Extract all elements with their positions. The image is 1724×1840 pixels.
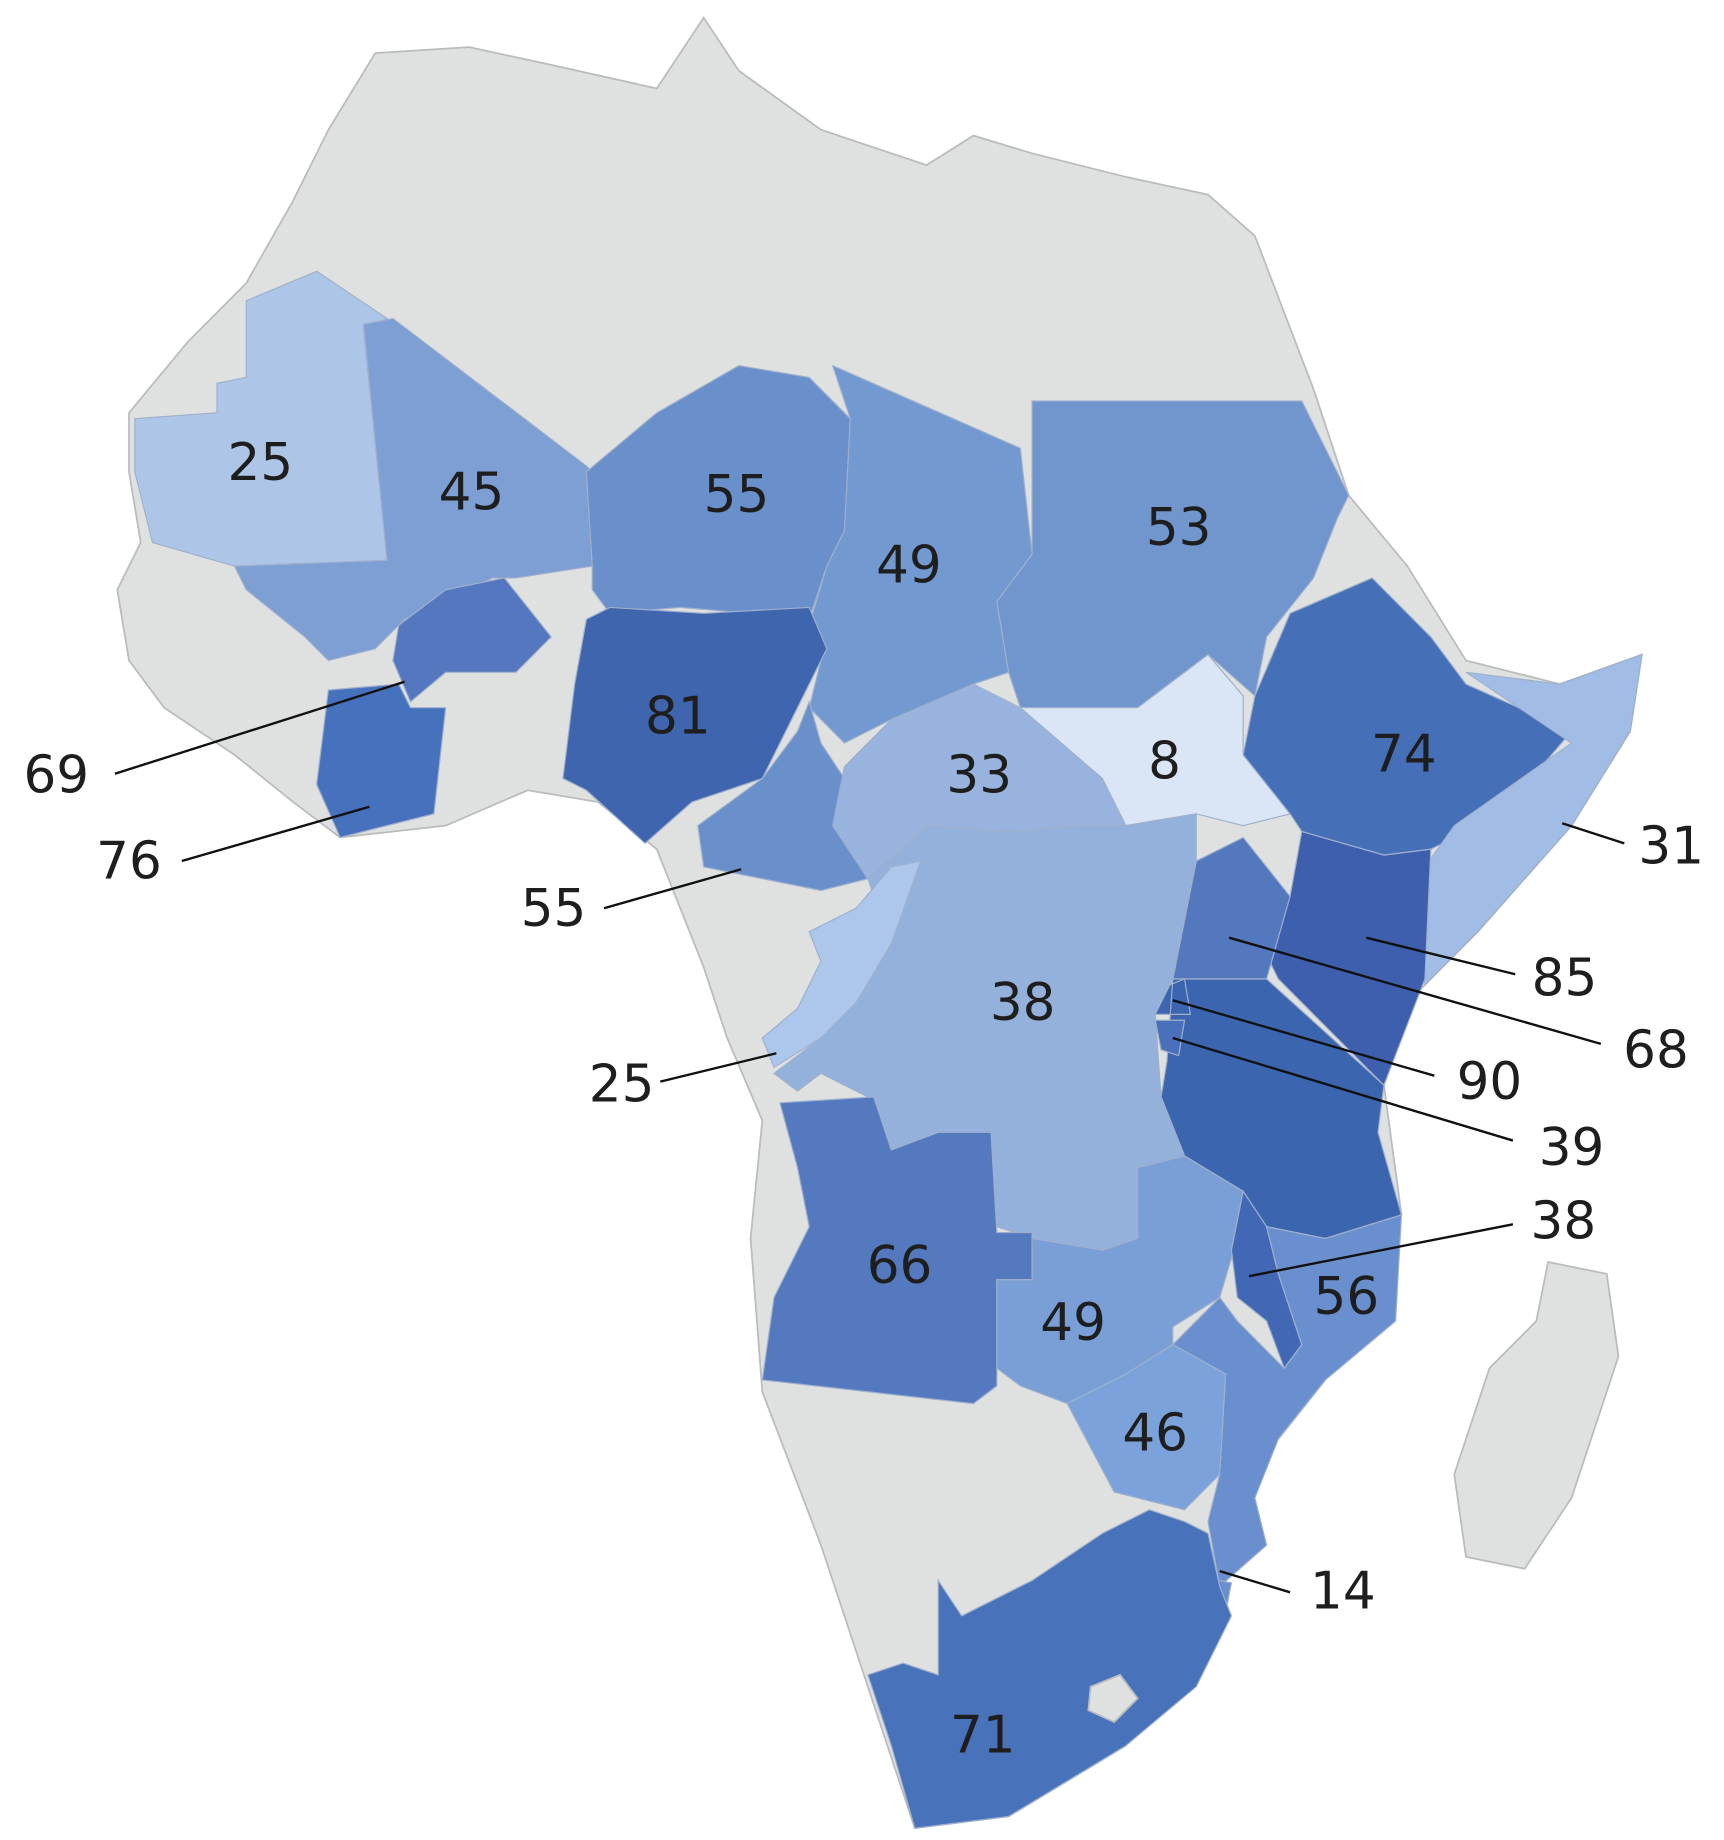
region <box>761 860 922 1069</box>
region <box>1424 653 1643 987</box>
region <box>134 270 389 567</box>
region <box>1066 1343 1227 1511</box>
leader-line <box>1366 936 1516 976</box>
region-value-label: 25 <box>589 1054 655 1114</box>
region-value-label: 66 <box>867 1236 933 1296</box>
region-value-label: 38 <box>1530 1191 1596 1251</box>
region-value-label: 33 <box>946 745 1012 805</box>
leader-line <box>603 868 742 910</box>
region-value-label: 49 <box>876 535 942 595</box>
region-value-label: 39 <box>1539 1118 1605 1178</box>
region-value-label: 56 <box>1314 1267 1380 1327</box>
leader-line <box>1172 999 1435 1077</box>
leader-line <box>1228 936 1602 1045</box>
region <box>316 683 447 839</box>
leader-line <box>1561 822 1625 845</box>
region-value-label: 38 <box>990 973 1056 1033</box>
region-value-label: 90 <box>1457 1052 1523 1112</box>
region-value-label: 55 <box>521 879 587 939</box>
region-value-label: 8 <box>1148 731 1181 791</box>
lesotho <box>1087 1673 1139 1724</box>
region-value-label: 46 <box>1122 1404 1188 1464</box>
leader-line <box>1172 1036 1514 1142</box>
region <box>867 1509 1233 1829</box>
region-value-label: 14 <box>1310 1562 1376 1622</box>
region-value-label: 74 <box>1371 724 1437 784</box>
leader-line <box>114 680 405 775</box>
region-value-label: 85 <box>1532 948 1598 1008</box>
region-value-label: 69 <box>23 745 89 805</box>
region-value-label: 71 <box>950 1705 1016 1765</box>
region <box>996 400 1350 709</box>
region <box>1154 1019 1186 1057</box>
region <box>392 577 552 703</box>
region-value-label: 53 <box>1146 498 1212 558</box>
region <box>697 699 869 892</box>
region-value-label: 31 <box>1638 816 1704 876</box>
region-value-label: 68 <box>1623 1020 1689 1080</box>
region-value-label: 49 <box>1040 1293 1106 1353</box>
madagascar <box>1453 1261 1620 1570</box>
leader-line <box>1219 1569 1291 1594</box>
region-value-label: 25 <box>228 433 294 493</box>
region-value-label: 76 <box>96 831 162 891</box>
region <box>585 365 857 620</box>
region-value-label: 55 <box>704 465 770 525</box>
region-value-label: 81 <box>645 686 711 746</box>
leader-line <box>660 1052 777 1083</box>
region <box>1171 1214 1403 1588</box>
region-value-label: 45 <box>439 462 505 522</box>
region <box>996 1155 1244 1405</box>
leader-line <box>181 805 370 863</box>
leader-line <box>1248 1223 1514 1278</box>
